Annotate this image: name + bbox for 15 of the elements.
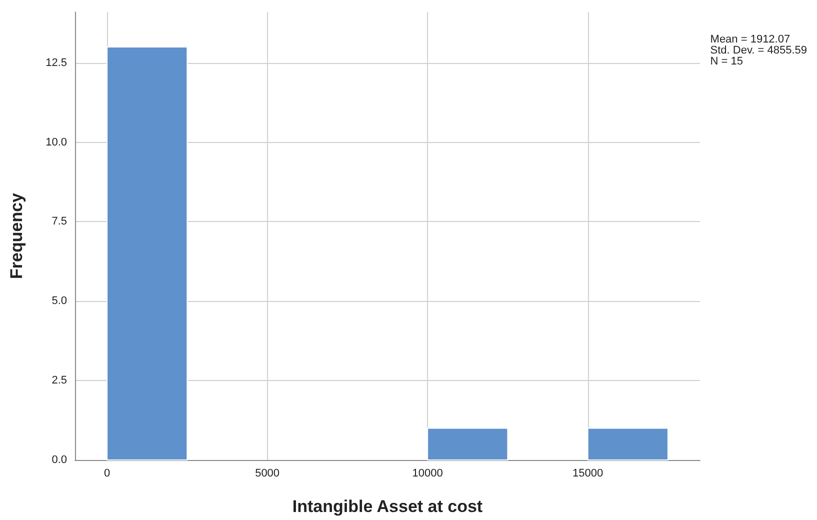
y-tick-label: 10.0 — [46, 136, 67, 148]
x-axis-title: Intangible Asset at cost — [292, 497, 483, 516]
x-tick-label: 15000 — [572, 468, 604, 480]
y-tick-label: 5.0 — [52, 295, 67, 308]
x-tick-label: 0 — [104, 468, 110, 480]
y-tick-label: 12.5 — [46, 56, 67, 69]
y-axis-title: Frequency — [7, 192, 26, 279]
text: N = 15 — [710, 56, 743, 68]
y-tick-label: 0.0 — [52, 454, 67, 466]
y-tick-label: 7.5 — [52, 216, 67, 228]
x-tick-label: 10000 — [412, 468, 443, 480]
x-tick-label: 5000 — [255, 468, 280, 480]
text: Std. Dev. = 4855.59 — [710, 44, 808, 56]
y-tick-label: 2.5 — [52, 374, 67, 387]
text: Mean = 1912.07 — [710, 34, 790, 46]
